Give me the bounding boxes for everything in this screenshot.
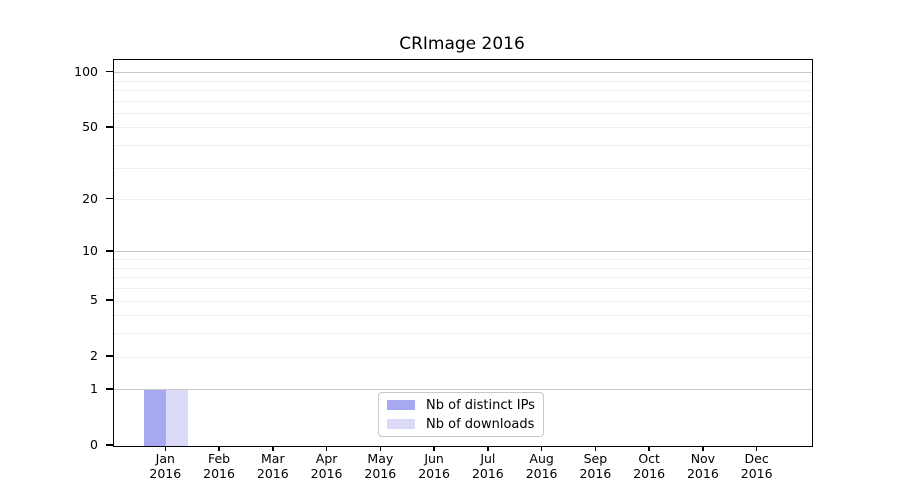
- minor-gridline: [114, 167, 812, 169]
- legend-item-distinct-ips: Nb of distinct IPs: [387, 397, 535, 413]
- minor-gridline: [114, 267, 812, 269]
- x-tick-label-month: Aug: [529, 451, 554, 466]
- y-tick-mark: [106, 250, 113, 252]
- major-gridline: [114, 389, 812, 391]
- x-tick-label-month: Oct: [638, 451, 660, 466]
- x-tick-label: Dec 2016: [727, 451, 787, 481]
- x-tick-mark: [433, 446, 435, 451]
- y-tick-label: 100: [74, 63, 98, 79]
- minor-gridline: [114, 112, 812, 114]
- x-tick-label: Feb 2016: [189, 451, 249, 481]
- y-tick-mark: [106, 355, 113, 357]
- legend-item-downloads: Nb of downloads: [387, 416, 535, 432]
- minor-gridline: [114, 89, 812, 91]
- minor-gridline: [114, 288, 812, 290]
- y-tick-label: 50: [82, 118, 98, 134]
- x-tick-label-month: Dec: [744, 451, 769, 466]
- x-tick-label-year: 2016: [418, 466, 450, 481]
- bar-nb-of-distinct-ips-jan: [144, 389, 167, 446]
- minor-gridline: [114, 80, 812, 82]
- x-tick-label-month: Apr: [315, 451, 338, 466]
- y-tick-label: 1: [90, 380, 98, 396]
- legend-swatch-distinct-ips: [387, 400, 415, 410]
- y-tick-mark: [106, 197, 113, 200]
- y-tick-label: 2: [90, 348, 98, 364]
- y-tick-mark: [106, 299, 113, 301]
- minor-gridline: [114, 356, 812, 358]
- minor-gridline: [114, 127, 812, 129]
- minor-gridline: [114, 277, 812, 279]
- x-tick-label-year: 2016: [203, 466, 235, 481]
- x-tick-label: Oct 2016: [619, 451, 679, 481]
- y-tick-mark: [106, 70, 113, 73]
- major-gridline: [114, 251, 812, 253]
- x-tick-label: Apr 2016: [297, 451, 357, 481]
- x-tick-label-month: Jun: [424, 451, 444, 466]
- x-tick-mark: [164, 446, 167, 451]
- x-tick-label: May 2016: [350, 451, 410, 481]
- minor-gridline: [114, 145, 812, 147]
- x-tick-mark: [648, 446, 650, 451]
- minor-gridline: [114, 100, 812, 102]
- x-tick-mark: [702, 446, 704, 451]
- major-gridline: [114, 72, 812, 74]
- minor-gridline: [114, 315, 812, 317]
- y-tick-mark: [106, 126, 113, 128]
- x-tick-label-month: Jul: [480, 451, 496, 466]
- x-tick-label-year: 2016: [149, 466, 182, 481]
- minor-gridline: [114, 333, 812, 335]
- x-tick-label: Jun 2016: [404, 451, 464, 481]
- x-tick-label: Mar 2016: [243, 451, 303, 481]
- x-tick-label-month: Jan: [155, 451, 175, 466]
- x-tick-label: Jul 2016: [458, 451, 518, 481]
- x-tick-label-year: 2016: [740, 466, 773, 481]
- x-tick-label: Nov 2016: [673, 451, 733, 481]
- x-tick-label-year: 2016: [525, 466, 558, 481]
- x-tick-label-month: Mar: [261, 451, 285, 466]
- x-tick-mark: [540, 446, 543, 451]
- x-tick-label-year: 2016: [256, 466, 289, 481]
- minor-gridline: [114, 300, 812, 302]
- x-tick-label-month: May: [367, 451, 394, 466]
- x-tick-label-year: 2016: [310, 466, 343, 481]
- legend-swatch-downloads: [387, 419, 415, 429]
- bar-nb-of-downloads-jan: [166, 389, 189, 446]
- legend-label-downloads: Nb of downloads: [426, 416, 535, 432]
- x-tick-label-year: 2016: [633, 466, 666, 481]
- plot-area: [113, 59, 813, 447]
- x-tick-mark: [218, 446, 220, 451]
- chart-title: CRImage 2016: [399, 34, 525, 54]
- minor-gridline: [114, 259, 812, 261]
- legend-label-distinct-ips: Nb of distinct IPs: [426, 397, 535, 413]
- y-tick-mark: [106, 388, 113, 390]
- y-tick-label: 5: [90, 292, 98, 308]
- x-tick-mark: [325, 446, 328, 451]
- x-tick-label: Sep 2016: [565, 451, 625, 481]
- x-tick-label-year: 2016: [686, 466, 719, 481]
- x-tick-label-month: Nov: [690, 451, 716, 466]
- x-tick-mark: [487, 446, 489, 451]
- x-tick-label-month: Feb: [207, 451, 231, 466]
- y-tick-mark: [106, 444, 113, 446]
- x-tick-mark: [755, 446, 758, 451]
- x-tick-mark: [272, 446, 274, 451]
- x-tick-mark: [379, 446, 382, 451]
- y-tick-label: 10: [82, 242, 98, 258]
- x-tick-label-year: 2016: [579, 466, 612, 481]
- x-tick-label-month: Sep: [583, 451, 608, 466]
- x-tick-mark: [594, 446, 597, 451]
- x-tick-label: Jan 2016: [135, 451, 195, 481]
- y-tick-label: 20: [82, 190, 98, 206]
- legend: Nb of distinct IPs Nb of downloads: [378, 392, 544, 437]
- minor-gridline: [114, 199, 812, 201]
- y-tick-label: 0: [90, 437, 98, 452]
- x-tick-label: Aug 2016: [512, 451, 572, 481]
- x-tick-label-year: 2016: [471, 466, 504, 481]
- x-tick-label-year: 2016: [364, 466, 397, 481]
